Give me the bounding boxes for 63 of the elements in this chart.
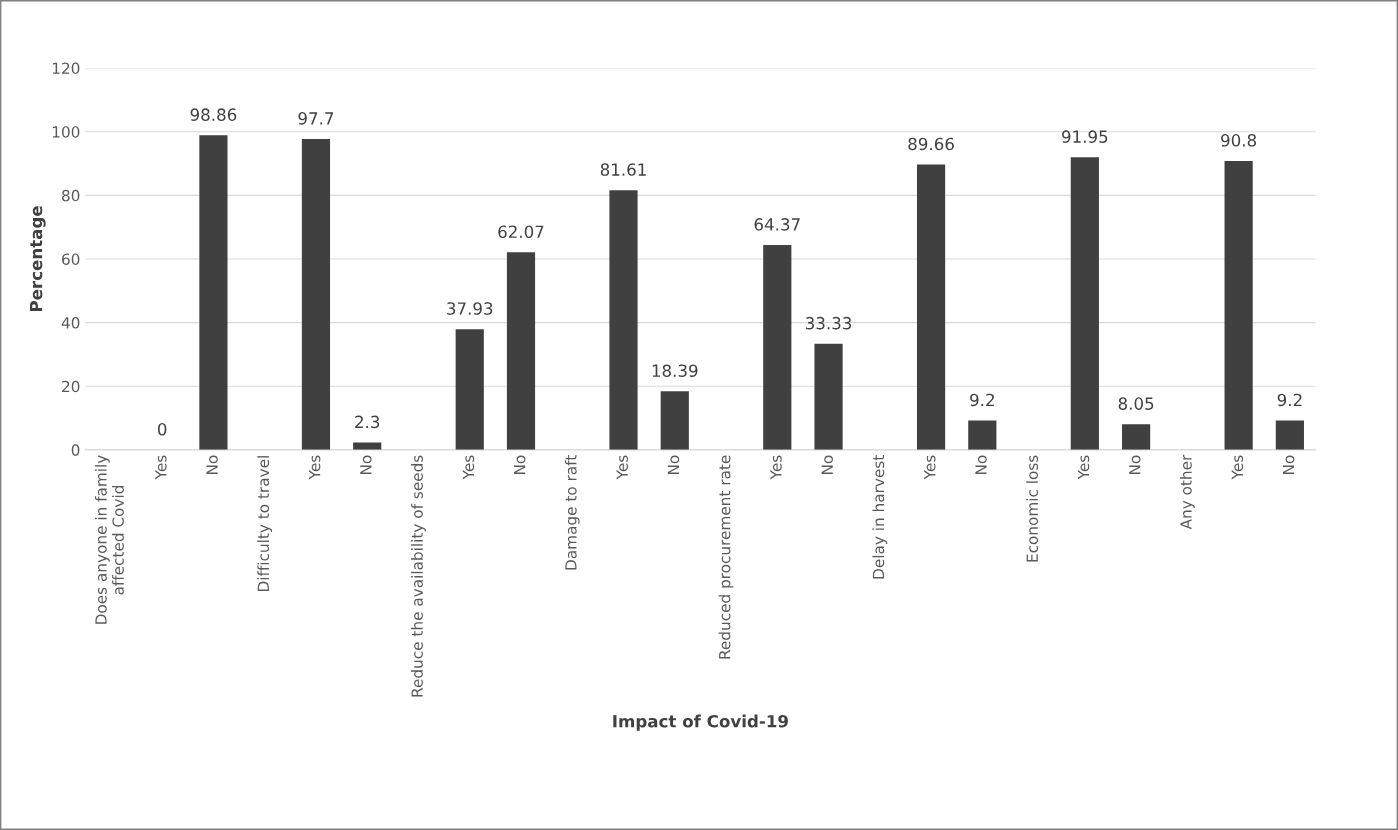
x-tick-label: Reduce the availability of seeds	[411, 455, 426, 697]
data-label: 37.93	[447, 302, 493, 315]
x-tick-label: Damage to raft	[564, 455, 580, 570]
data-label: 91.95	[1062, 130, 1108, 143]
bar	[1070, 157, 1099, 450]
data-label: 33.33	[805, 316, 852, 330]
x-tick-label: Yes	[309, 455, 321, 480]
bar	[1275, 420, 1304, 450]
x-tick-label: Yes	[462, 455, 475, 480]
x-tick-label: Yes	[616, 455, 628, 480]
x-tick-label: No	[667, 455, 680, 474]
bar	[660, 391, 689, 450]
x-tick-label: No	[821, 455, 833, 474]
y-tick-label: 120	[52, 62, 80, 75]
data-label: 89.66	[908, 137, 954, 151]
bar	[506, 252, 536, 450]
y-tick-label: 100	[52, 126, 80, 138]
bar	[609, 190, 638, 450]
x-axis-title: Impact of Covid-19	[613, 714, 788, 731]
bar	[301, 139, 331, 450]
bar	[199, 135, 228, 450]
x-tick-label: No	[514, 455, 526, 474]
x-tick-label: Any other	[1179, 454, 1195, 530]
x-tick-label: Reduced procurement rate	[718, 455, 734, 659]
bar	[1224, 160, 1253, 450]
x-tick-label: No	[1282, 455, 1295, 474]
y-tick-label: 60	[62, 253, 80, 265]
x-tick-label: No	[360, 455, 372, 474]
data-label: 9.2	[970, 393, 994, 407]
data-label: 18.39	[652, 364, 698, 378]
x-tick-label: No	[206, 455, 218, 474]
data-label: 2.3	[355, 415, 380, 429]
x-tick-label: Yes	[1231, 455, 1244, 480]
data-label: 98.86	[190, 108, 237, 121]
x-tick-label: Yes	[770, 455, 782, 480]
bar	[763, 245, 792, 450]
x-tick-label: Yes	[155, 455, 167, 480]
data-label: 62.07	[498, 225, 544, 239]
data-label: 0	[157, 422, 167, 436]
y-tick-label: 0	[71, 444, 80, 456]
x-tick-label: No	[1129, 455, 1141, 474]
data-label: 9.2	[1277, 393, 1302, 407]
x-tick-label: Difficulty to travel	[257, 456, 273, 591]
data-label: 8.05	[1118, 397, 1154, 410]
data-label: 97.7	[298, 112, 334, 125]
data-label: 81.61	[600, 163, 646, 176]
x-tick-label: No	[975, 455, 987, 474]
y-tick-label: 80	[62, 189, 80, 202]
x-tick-label: Economic loss	[1026, 455, 1039, 562]
bar	[455, 329, 484, 450]
data-label: 90.8	[1221, 134, 1257, 147]
y-axis-title: Percentage	[29, 206, 46, 312]
bar	[968, 420, 997, 450]
x-tick-label: Does anyone in family affected Covid	[94, 455, 124, 624]
y-tick-label: 20	[62, 380, 80, 393]
bar	[814, 343, 843, 450]
data-label: 64.37	[754, 218, 800, 231]
bar	[1122, 424, 1151, 450]
y-tick-label: 40	[61, 317, 80, 329]
x-tick-label: Yes	[1077, 455, 1090, 480]
x-tick-label: Yes	[924, 455, 936, 480]
bar	[916, 164, 946, 450]
x-tick-label: Delay in harvest	[872, 455, 888, 579]
